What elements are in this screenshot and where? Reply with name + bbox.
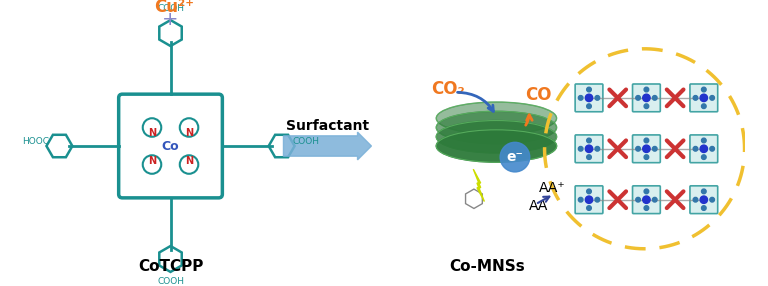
Circle shape <box>644 138 649 143</box>
FancyBboxPatch shape <box>690 135 718 163</box>
Circle shape <box>587 87 591 92</box>
Circle shape <box>701 189 706 194</box>
Text: Co: Co <box>162 140 179 152</box>
Text: COOH: COOH <box>157 277 184 286</box>
Circle shape <box>694 96 698 100</box>
Text: N: N <box>185 156 193 166</box>
Circle shape <box>500 142 530 172</box>
Circle shape <box>701 155 706 159</box>
Text: N: N <box>185 128 193 138</box>
Ellipse shape <box>436 102 557 134</box>
FancyBboxPatch shape <box>575 135 603 163</box>
Circle shape <box>694 146 698 151</box>
FancyBboxPatch shape <box>633 84 660 112</box>
Text: CO: CO <box>525 86 551 104</box>
Circle shape <box>636 197 641 202</box>
Text: e⁻: e⁻ <box>507 150 523 164</box>
Circle shape <box>587 138 591 143</box>
FancyBboxPatch shape <box>575 186 603 214</box>
Text: COOH: COOH <box>292 137 319 146</box>
Text: HOOC: HOOC <box>22 137 49 146</box>
Circle shape <box>578 96 583 100</box>
Circle shape <box>700 94 707 102</box>
Circle shape <box>587 104 591 108</box>
Ellipse shape <box>436 111 557 144</box>
Circle shape <box>700 196 707 203</box>
Circle shape <box>710 146 714 151</box>
Ellipse shape <box>436 130 557 162</box>
Text: Surfactant: Surfactant <box>286 119 369 133</box>
Circle shape <box>701 206 706 210</box>
Text: N: N <box>148 128 156 138</box>
Circle shape <box>653 146 657 151</box>
Text: CO₂: CO₂ <box>432 80 465 98</box>
Text: AA⁺: AA⁺ <box>538 181 565 195</box>
Circle shape <box>585 94 593 102</box>
Circle shape <box>587 189 591 194</box>
Circle shape <box>587 206 591 210</box>
Circle shape <box>694 197 698 202</box>
Circle shape <box>636 146 641 151</box>
Circle shape <box>595 197 600 202</box>
Polygon shape <box>473 169 485 202</box>
Circle shape <box>636 96 641 100</box>
Text: +: + <box>162 10 179 29</box>
Text: AA: AA <box>528 199 548 213</box>
Circle shape <box>701 138 706 143</box>
FancyBboxPatch shape <box>575 84 603 112</box>
Circle shape <box>578 146 583 151</box>
Circle shape <box>700 145 707 152</box>
Circle shape <box>653 96 657 100</box>
Circle shape <box>595 146 600 151</box>
Text: ⬡: ⬡ <box>462 188 484 212</box>
Circle shape <box>587 155 591 159</box>
Circle shape <box>653 197 657 202</box>
Circle shape <box>585 145 593 152</box>
Circle shape <box>644 104 649 108</box>
Circle shape <box>644 87 649 92</box>
Circle shape <box>643 196 650 203</box>
Circle shape <box>644 206 649 210</box>
Circle shape <box>643 94 650 102</box>
FancyBboxPatch shape <box>690 186 718 214</box>
Ellipse shape <box>436 121 557 153</box>
FancyArrow shape <box>283 132 372 160</box>
Text: N: N <box>148 156 156 166</box>
FancyBboxPatch shape <box>633 135 660 163</box>
Circle shape <box>644 155 649 159</box>
Text: Cu²⁺: Cu²⁺ <box>154 0 194 16</box>
FancyBboxPatch shape <box>633 186 660 214</box>
Circle shape <box>578 197 583 202</box>
Circle shape <box>595 96 600 100</box>
Circle shape <box>701 104 706 108</box>
Text: Co-MNSs: Co-MNSs <box>449 259 525 274</box>
Circle shape <box>643 145 650 152</box>
Circle shape <box>701 87 706 92</box>
Circle shape <box>710 96 714 100</box>
Circle shape <box>644 189 649 194</box>
FancyBboxPatch shape <box>690 84 718 112</box>
Text: COOH: COOH <box>157 5 184 13</box>
Circle shape <box>710 197 714 202</box>
Circle shape <box>585 196 593 203</box>
Text: CoTCPP: CoTCPP <box>137 259 204 274</box>
